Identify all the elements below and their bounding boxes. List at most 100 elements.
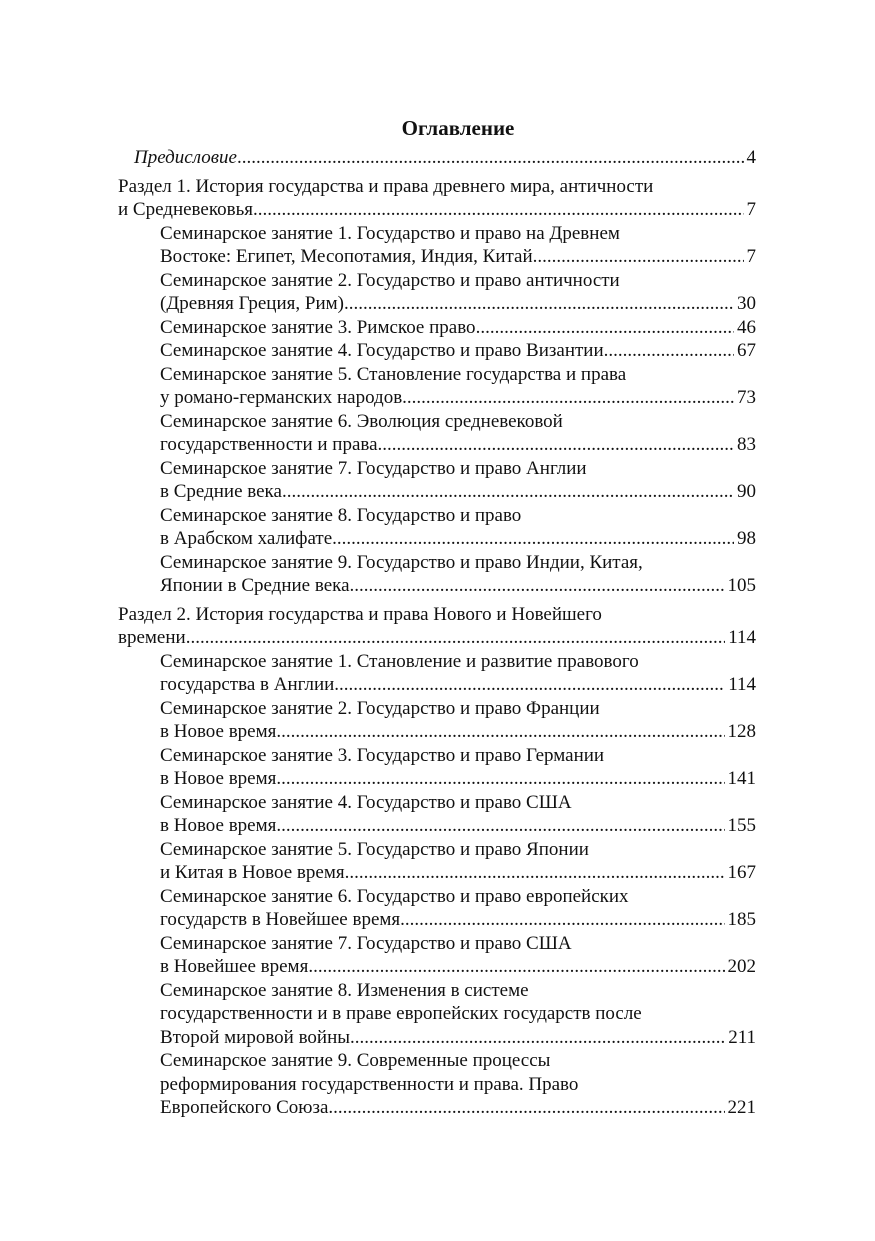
page-number: 185 (727, 909, 757, 930)
dot-leader (332, 527, 734, 551)
dot-leader (604, 339, 734, 363)
dot-leader (476, 316, 734, 340)
page-number: 202 (727, 956, 757, 977)
dot-leader (308, 955, 724, 979)
toc-entry-sub[interactable]: Семинарское занятие 2. Государство и пра… (118, 269, 756, 316)
toc-entry-sub[interactable]: Семинарское занятие 6. Эволюция средневе… (118, 410, 756, 457)
toc-entry-sub[interactable]: Семинарское занятие 4. Государство и пра… (118, 339, 756, 363)
toc-entry-text: государств в Новейшее время (160, 909, 401, 930)
dot-leader (237, 146, 744, 170)
page-number: 211 (728, 1026, 756, 1048)
toc-entry-last-line: Семинарское занятие 4. Государство и пра… (160, 339, 756, 363)
toc-entry-sub[interactable]: Семинарское занятие 7. Государство и пра… (118, 932, 756, 979)
table-of-contents: Предисловие 4 Раздел 1. История государств… (118, 146, 756, 1120)
toc-entry-text: Семинарское занятие 9. Государство и пра… (160, 551, 643, 573)
toc-entry-text: (Древняя Греция, Рим) (160, 293, 344, 314)
page-number: 4 (746, 147, 757, 168)
toc-entry-text: в Арабском халифате (160, 528, 333, 549)
dot-leader (186, 626, 726, 650)
toc-entry-text: Семинарское занятие 3. Государство и пра… (160, 744, 605, 766)
toc-entry-sub[interactable]: Семинарское занятие 5. Государство и пра… (118, 838, 756, 885)
page-number: 90 (737, 481, 756, 502)
dot-leader (400, 908, 724, 932)
page-number: 128 (727, 721, 757, 742)
toc-entry-last-line: Второй мировой войны 211 (160, 1026, 756, 1050)
toc-entry-last-line: в Новейшее время 202 (160, 955, 756, 979)
toc-entry-sub[interactable]: Семинарское занятие 1. Становление и раз… (118, 650, 756, 697)
toc-entry-last-line: и Средневековья 7 (118, 198, 756, 222)
toc-entry-text: в Новое время (160, 721, 277, 742)
toc-entry-sub[interactable]: Семинарское занятие 8. Государство и пра… (118, 504, 756, 551)
toc-entry-text: в Новое время (160, 768, 277, 789)
toc-entry-text: Семинарское занятие 1. Становление и раз… (160, 650, 639, 672)
dot-leader (282, 480, 734, 504)
page-number: 30 (737, 293, 756, 314)
toc-entry-text: реформирования государственности и права… (160, 1073, 579, 1095)
page-number: 98 (737, 528, 756, 549)
toc-entry-text: Раздел 2. История государства и права Но… (118, 603, 602, 625)
toc-entry-sub[interactable]: Семинарское занятие 3. Государство и пра… (118, 744, 756, 791)
page-number: 221 (727, 1097, 757, 1118)
toc-entry-last-line: в Новое время 155 (160, 814, 756, 838)
toc-entry-last-line: Востоке: Египет, Месопотамия, Индия, Кит… (160, 245, 756, 269)
dot-leader (276, 767, 724, 791)
toc-entry-sub[interactable]: Семинарское занятие 8. Изменения в систе… (118, 979, 756, 1050)
toc-entry-text: Семинарское занятие 3. Римское право (160, 316, 476, 338)
toc-entry-sub[interactable]: Семинарское занятие 9. Современные проце… (118, 1049, 756, 1120)
toc-entry-last-line: государственности и права 83 (160, 433, 756, 457)
toc-entry-last-line: и Китая в Новое время 167 (160, 861, 756, 885)
dot-leader (378, 433, 734, 457)
toc-entry-section[interactable]: Раздел 2. История государства и права Но… (118, 603, 756, 650)
toc-entry-last-line: в Арабском халифате 98 (160, 527, 756, 551)
toc-entry-sub[interactable]: Семинарское занятие 7. Государство и пра… (118, 457, 756, 504)
toc-entry-text: Семинарское занятие 9. Современные проце… (160, 1050, 551, 1071)
toc-entry-text: Семинарское занятие 2. Государство и пра… (160, 697, 600, 719)
toc-entry-text: Семинарское занятие 6. Эволюция средневе… (160, 410, 563, 432)
toc-entry-sub[interactable]: Семинарское занятие 6. Государство и пра… (118, 885, 756, 932)
toc-entry-section[interactable]: Раздел 1. История государства и права др… (118, 175, 756, 222)
dot-leader (276, 720, 724, 744)
dot-leader (533, 245, 744, 269)
toc-entry-text: Семинарское занятие 5. Становление госуд… (160, 363, 627, 385)
toc-entry-sub[interactable]: Семинарское занятие 9. Государство и пра… (118, 551, 756, 598)
toc-entry-last-line: (Древняя Греция, Рим) 30 (160, 292, 756, 316)
dot-leader (253, 198, 744, 222)
toc-entry-text: Второй мировой войны (160, 1026, 351, 1048)
toc-entry-last-line: времени 114 (118, 626, 756, 650)
toc-entry-text: государства в Англии (160, 674, 335, 695)
page-number: 83 (737, 434, 756, 455)
toc-entry-text: и Средневековья (118, 199, 253, 220)
page-number: 114 (728, 627, 756, 648)
toc-entry-text: в Новое время (160, 815, 277, 836)
toc-entry-text: и Китая в Новое время (160, 862, 345, 883)
toc-entry-sub[interactable]: Семинарское занятие 1. Государство и пра… (118, 222, 756, 269)
page-number: 105 (727, 575, 757, 596)
dot-leader (350, 1026, 725, 1050)
dot-leader (276, 814, 724, 838)
toc-entry-sub[interactable]: Семинарское занятие 3. Римское право 46 (118, 316, 756, 340)
toc-entry-sub[interactable]: Семинарское занятие 4. Государство и пра… (118, 791, 756, 838)
dot-leader (402, 386, 734, 410)
toc-entry-sub[interactable]: Семинарское занятие 2. Государство и пра… (118, 697, 756, 744)
toc-entry-last-line: Европейского Союза 221 (160, 1096, 756, 1120)
page-number: 141 (727, 768, 757, 789)
toc-entry-last-line: в Новое время 141 (160, 767, 756, 791)
page-number: 73 (737, 387, 756, 408)
toc-entry-last-line: в Новое время 128 (160, 720, 756, 744)
page-title: Оглавление (401, 116, 515, 140)
toc-entry-text: Европейского Союза (160, 1097, 329, 1118)
toc-entry-text: Семинарское занятие 8. Изменения в систе… (160, 979, 529, 1001)
toc-entry-text: Семинарское занятие 7. Государство и пра… (160, 457, 587, 479)
toc-entry-preface[interactable]: Предисловие 4 (118, 146, 756, 170)
toc-entry-text: Семинарское занятие 8. Государство и пра… (160, 504, 522, 526)
toc-entry-text: в Средние века (160, 481, 282, 502)
page-number: 114 (728, 674, 756, 695)
toc-entry-sub[interactable]: Семинарское занятие 5. Становление госуд… (118, 363, 756, 410)
toc-entry-last-line: Японии в Средние века 105 (160, 574, 756, 598)
toc-entry-text: в Новейшее время (160, 956, 309, 977)
toc-entry-text: времени (118, 627, 186, 648)
dot-leader (350, 574, 725, 598)
toc-entry-last-line: у романо-германских народов 73 (160, 386, 756, 410)
toc-entry-last-line: государств в Новейшее время 185 (160, 908, 756, 932)
toc-entry-last-line: Предисловие 4 (134, 146, 756, 170)
